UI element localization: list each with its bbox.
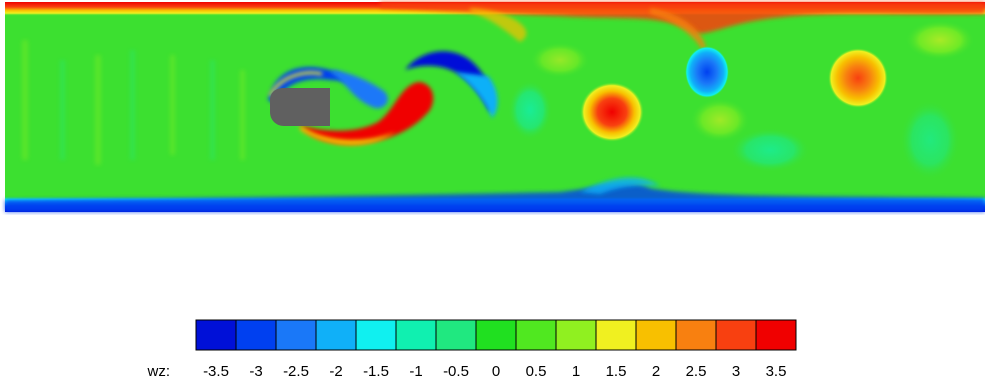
vortex-positive-1 xyxy=(580,82,644,142)
colorbar-tick-label: -3 xyxy=(249,363,262,380)
colorbar-tick-label: 0 xyxy=(492,363,500,380)
colorbar-tick-label: 1.5 xyxy=(606,363,627,380)
colorbar-segment xyxy=(595,319,637,351)
colorbar-segment xyxy=(315,319,357,351)
vortex-weak-1 xyxy=(730,128,810,172)
obstacle xyxy=(270,88,330,126)
colorbar-segments xyxy=(195,319,797,351)
colorbar-tick-label: 1 xyxy=(572,363,580,380)
colorbar-segment xyxy=(355,319,397,351)
colorbar-tick-label: 0.5 xyxy=(526,363,547,380)
wake-shear-layers xyxy=(268,51,498,146)
vortex-weak-5 xyxy=(530,42,590,78)
colorbar-segment xyxy=(475,319,517,351)
colorbar-segment xyxy=(195,319,237,351)
colorbar-legend: wz: -3.5 -3 -2.5 -2 -1.5 -1 -0.5 0 0.5 1 1.5 2 2.5 3 3… xyxy=(147,319,797,380)
colorbar-tick-label: 3 xyxy=(732,363,740,380)
colorbar-segment xyxy=(235,319,277,351)
inflow-streaks xyxy=(22,40,245,165)
vortex-weak-3 xyxy=(690,98,750,142)
colorbar-tick-labels: -3.5 -3 -2.5 -2 -1.5 -1 -0.5 0 0.5 1 1.5 2 2.5 3 3.5 xyxy=(203,363,786,380)
legend-variable-label: wz: xyxy=(147,363,171,380)
colorbar-tick-label: -2.5 xyxy=(283,363,309,380)
colorbar-tick-label: -3.5 xyxy=(203,363,229,380)
colorbar-tick-label: -2 xyxy=(329,363,342,380)
colorbar-segment xyxy=(675,319,717,351)
vortex-positive-2 xyxy=(828,48,888,108)
bottom-boundary-layer xyxy=(5,177,985,212)
colorbar-segment xyxy=(395,319,437,351)
colorbar-segment xyxy=(515,319,557,351)
colorbar-tick-label: -1 xyxy=(409,363,422,380)
colorbar-segment xyxy=(275,319,317,351)
colorbar-tick-label: -0.5 xyxy=(443,363,469,380)
colorbar-tick-label: 3.5 xyxy=(766,363,787,380)
colorbar-segment xyxy=(635,319,677,351)
vortex-weak-2 xyxy=(900,100,960,180)
top-boundary-layer xyxy=(5,2,985,55)
colorbar-segment xyxy=(715,319,757,351)
colorbar-segment xyxy=(435,319,477,351)
vortex-negative-2 xyxy=(508,80,552,140)
shed-vortices xyxy=(508,20,975,180)
colorbar-tick-label: 2 xyxy=(652,363,660,380)
colorbar-segment xyxy=(555,319,597,351)
vorticity-field xyxy=(5,2,985,212)
colorbar-tick-label: -1.5 xyxy=(363,363,389,380)
colorbar-tick-label: 2.5 xyxy=(686,363,707,380)
colorbar-segment xyxy=(755,319,797,351)
vortex-negative-1 xyxy=(685,46,729,98)
vortex-weak-4 xyxy=(905,20,975,60)
